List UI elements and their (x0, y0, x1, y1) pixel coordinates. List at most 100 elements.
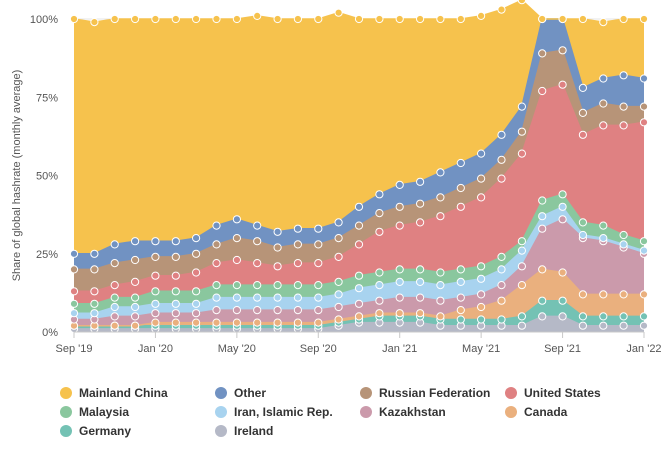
point-malaysia[interactable] (416, 265, 425, 274)
point-iran-islamic-rep[interactable] (110, 302, 119, 312)
point-germany[interactable] (578, 312, 588, 321)
point-united-states[interactable] (456, 202, 465, 211)
point-other[interactable] (171, 237, 180, 246)
point-ireland[interactable] (558, 312, 567, 321)
point-other[interactable] (375, 190, 384, 199)
point-united-states[interactable] (192, 268, 201, 277)
point-united-states[interactable] (151, 271, 160, 280)
point-other[interactable] (477, 149, 486, 158)
point-russian-federation[interactable] (293, 240, 302, 249)
point-russian-federation[interactable] (517, 127, 527, 136)
point-malaysia[interactable] (456, 265, 465, 274)
point-mainland-china[interactable] (69, 14, 79, 24)
point-united-states[interactable] (558, 80, 567, 89)
legend-item[interactable]: Kazakhstan (360, 405, 446, 419)
point-russian-federation[interactable] (477, 174, 486, 183)
point-iran-islamic-rep[interactable] (232, 293, 241, 302)
point-malaysia[interactable] (517, 237, 527, 246)
legend-item[interactable]: Other (215, 386, 266, 400)
point-iran-islamic-rep[interactable] (395, 277, 404, 286)
point-iran-islamic-rep[interactable] (354, 284, 364, 293)
point-mainland-china[interactable] (131, 14, 140, 24)
point-russian-federation[interactable] (171, 252, 180, 261)
legend-item[interactable]: Mainland China (60, 386, 168, 400)
point-malaysia[interactable] (395, 265, 404, 274)
point-kazakhstan[interactable] (314, 306, 323, 315)
point-canada[interactable] (110, 321, 119, 330)
point-mainland-china[interactable] (151, 14, 160, 24)
point-kazakhstan[interactable] (131, 312, 140, 321)
point-russian-federation[interactable] (619, 102, 628, 111)
point-other[interactable] (436, 168, 445, 177)
point-united-states[interactable] (619, 121, 628, 130)
point-canada[interactable] (334, 315, 343, 324)
point-mainland-china[interactable] (477, 11, 486, 20)
point-iran-islamic-rep[interactable] (314, 293, 323, 302)
point-canada[interactable] (395, 309, 404, 318)
point-canada[interactable] (517, 281, 527, 290)
point-malaysia[interactable] (477, 262, 486, 271)
point-other[interactable] (517, 102, 527, 111)
point-russian-federation[interactable] (599, 99, 608, 108)
point-malaysia[interactable] (619, 230, 628, 240)
point-united-states[interactable] (171, 271, 180, 280)
point-kazakhstan[interactable] (456, 293, 465, 302)
point-mainland-china[interactable] (334, 8, 343, 17)
point-iran-islamic-rep[interactable] (497, 265, 506, 274)
point-kazakhstan[interactable] (110, 312, 119, 321)
point-canada[interactable] (497, 296, 506, 305)
point-united-states[interactable] (599, 121, 608, 130)
point-united-states[interactable] (517, 149, 527, 158)
point-iran-islamic-rep[interactable] (619, 240, 628, 249)
point-kazakhstan[interactable] (273, 306, 282, 315)
point-malaysia[interactable] (69, 299, 79, 308)
point-mainland-china[interactable] (110, 14, 119, 24)
point-malaysia[interactable] (90, 299, 99, 308)
point-kazakhstan[interactable] (538, 224, 547, 233)
point-united-states[interactable] (354, 240, 364, 249)
point-iran-islamic-rep[interactable] (273, 293, 282, 302)
point-mainland-china[interactable] (273, 14, 282, 24)
point-iran-islamic-rep[interactable] (599, 234, 608, 243)
point-other[interactable] (151, 237, 160, 246)
point-kazakhstan[interactable] (334, 302, 343, 312)
point-iran-islamic-rep[interactable] (477, 274, 486, 283)
point-other[interactable] (578, 83, 588, 93)
point-mainland-china[interactable] (436, 14, 445, 24)
point-russian-federation[interactable] (253, 237, 262, 246)
point-united-states[interactable] (110, 281, 119, 290)
point-iran-islamic-rep[interactable] (578, 230, 588, 240)
point-canada[interactable] (131, 321, 140, 330)
point-kazakhstan[interactable] (395, 293, 404, 302)
point-other[interactable] (395, 180, 404, 189)
point-malaysia[interactable] (293, 281, 302, 290)
point-iran-islamic-rep[interactable] (436, 281, 445, 290)
point-russian-federation[interactable] (212, 240, 221, 249)
point-mainland-china[interactable] (639, 14, 649, 24)
point-mainland-china[interactable] (171, 14, 180, 24)
point-mainland-china[interactable] (497, 5, 506, 14)
point-other[interactable] (619, 71, 628, 80)
point-germany[interactable] (517, 312, 527, 321)
point-other[interactable] (599, 74, 608, 83)
point-kazakhstan[interactable] (253, 306, 262, 315)
point-germany[interactable] (599, 312, 608, 321)
point-malaysia[interactable] (171, 287, 180, 296)
legend-item[interactable]: Malaysia (60, 405, 129, 419)
point-canada[interactable] (436, 312, 445, 321)
point-germany[interactable] (497, 315, 506, 324)
point-other[interactable] (273, 227, 282, 236)
point-iran-islamic-rep[interactable] (639, 246, 649, 255)
point-kazakhstan[interactable] (171, 309, 180, 318)
point-mainland-china[interactable] (456, 14, 465, 24)
point-malaysia[interactable] (497, 252, 506, 261)
point-ireland[interactable] (578, 321, 588, 330)
point-russian-federation[interactable] (192, 249, 201, 258)
point-germany[interactable] (619, 312, 628, 321)
point-mainland-china[interactable] (416, 14, 425, 24)
point-other[interactable] (253, 221, 262, 230)
point-mainland-china[interactable] (517, 0, 526, 5)
point-russian-federation[interactable] (69, 265, 79, 274)
point-other[interactable] (293, 224, 302, 233)
point-united-states[interactable] (497, 174, 506, 183)
